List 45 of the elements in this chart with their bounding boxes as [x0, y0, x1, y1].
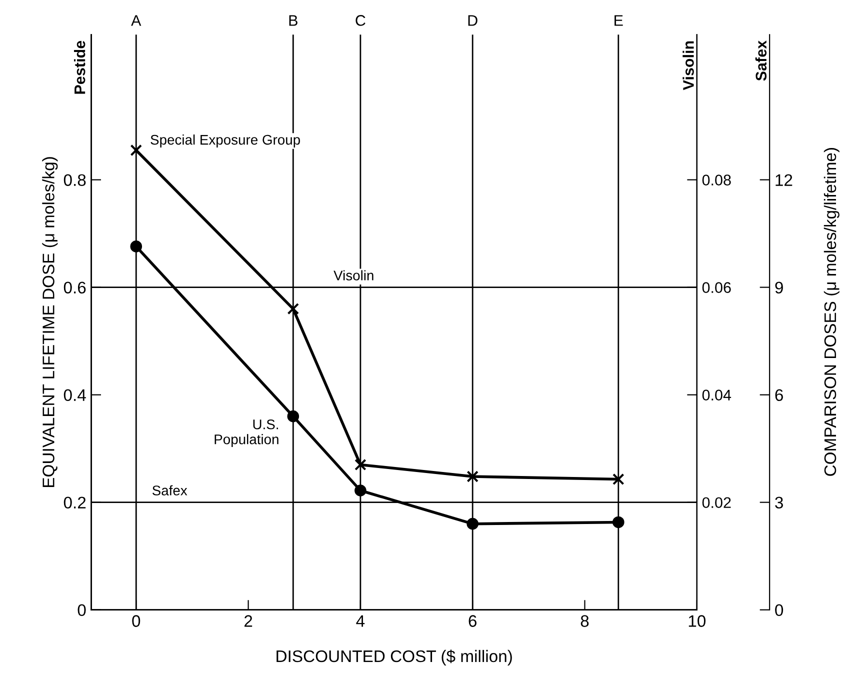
x-tick-label: 8 — [580, 615, 589, 627]
text: COMPARISON DOSES (μ moles/kg/lifetime) — [824, 148, 840, 476]
ref-line-label: Safex — [152, 485, 188, 496]
ref-line-label: C — [356, 15, 366, 26]
y-tick-label: 0.2 — [64, 496, 86, 509]
point — [466, 518, 478, 530]
point — [287, 302, 300, 315]
point — [130, 240, 142, 252]
y2-tick-label: 0.02 — [702, 497, 731, 508]
x-tick-label: 10 — [688, 615, 706, 627]
y3-tick-label: 6 — [775, 389, 783, 402]
y3-tick-label: 9 — [775, 282, 783, 294]
point — [130, 144, 142, 156]
point — [612, 473, 624, 486]
x-tick-label: 4 — [356, 615, 365, 627]
y-tick-label: 0.4 — [64, 389, 86, 402]
ref-line-label: A — [131, 15, 142, 26]
y-tick-label: 0 — [78, 604, 86, 616]
ref-line-label: B — [289, 15, 298, 26]
y2-tick-label: 0.08 — [702, 174, 731, 186]
ref-line-label: E — [614, 15, 623, 26]
y-tick-label: 0.8 — [64, 174, 86, 186]
series-label: Special Exposure Group — [150, 134, 300, 148]
text: Pestide — [74, 40, 86, 94]
x-axis-title: DISCOUNTED COST ($ million) — [276, 650, 512, 666]
ref-line-label: D — [468, 15, 478, 26]
point — [612, 516, 624, 528]
point — [354, 484, 366, 496]
y3-axis-title: Safex — [755, 40, 767, 81]
y2-tick-label: 0.04 — [702, 390, 732, 400]
point — [287, 410, 300, 422]
y2-axis-title: Visolin — [682, 41, 694, 90]
series-label: U.S. Population — [214, 419, 278, 448]
y-tick-label: 0.6 — [64, 282, 86, 294]
y3-tick-label: 0 — [775, 604, 784, 616]
y3-tick-label: 3 — [775, 496, 783, 509]
y2-tick-label: 0.06 — [702, 282, 731, 293]
point — [354, 458, 366, 471]
y-axis-title: EQUIVALENT LIFETIME DOSE (μ moles/kg) — [42, 157, 58, 487]
x-tick-label: 0 — [132, 615, 140, 627]
ref-line-label: Visolin — [334, 270, 374, 280]
x-tick-label: 2 — [244, 615, 252, 627]
x-tick-label: 6 — [468, 615, 476, 627]
point — [466, 470, 478, 482]
y3-tick-label: 12 — [776, 174, 792, 186]
